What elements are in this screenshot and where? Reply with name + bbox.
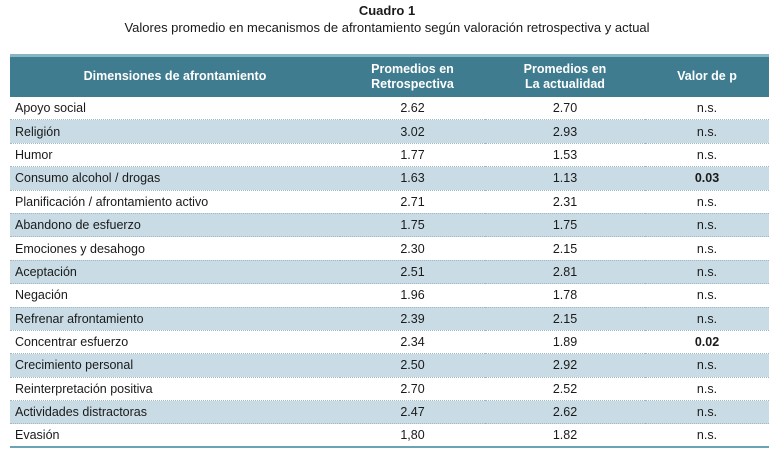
table-row: Abandono de esfuerzo 1.75 1.75 n.s. — [10, 213, 769, 238]
current-value-cell: 2.15 — [485, 307, 645, 331]
retrospective-value-cell: 2.39 — [340, 307, 485, 331]
pvalue-cell: n.s. — [645, 190, 769, 214]
table-row: Emociones y desahogo 2.30 2.15 n.s. — [10, 236, 769, 261]
retrospective-value-cell: 1.75 — [340, 213, 485, 238]
table-row: Reinterpretación positiva 2.70 2.52 n.s. — [10, 377, 769, 402]
table-header: Dimensiones de afrontamiento Promedios e… — [10, 54, 769, 97]
pvalue-cell: n.s. — [645, 119, 769, 144]
header-pvalue-label: Valor de p — [677, 69, 737, 84]
table-row: Refrenar afrontamiento 2.39 2.15 n.s. — [10, 307, 769, 331]
dimension-cell: Religión — [10, 119, 340, 144]
dimension-cell: Crecimiento personal — [10, 353, 340, 378]
table-row: Consumo alcohol / drogas 1.63 1.13 0.03 — [10, 166, 769, 191]
pvalue-cell: n.s. — [645, 353, 769, 378]
pvalue-cell: n.s. — [645, 236, 769, 261]
pvalue-cell: n.s. — [645, 96, 769, 121]
pvalue-cell: 0.02 — [645, 330, 769, 355]
current-value-cell: 1.89 — [485, 330, 645, 355]
pvalue-cell: n.s. — [645, 423, 769, 449]
current-value-cell: 1.78 — [485, 283, 645, 308]
current-value-cell: 2.81 — [485, 260, 645, 285]
table-row: Actividades distractoras 2.47 2.62 n.s. — [10, 400, 769, 425]
retrospective-value-cell: 2.34 — [340, 330, 485, 355]
retrospective-value-cell: 3.02 — [340, 119, 485, 144]
dimension-cell: Refrenar afrontamiento — [10, 307, 340, 331]
current-value-cell: 2.31 — [485, 190, 645, 214]
table-caption: Cuadro 1 Valores promedio en mecanismos … — [0, 3, 774, 36]
retrospective-value-cell: 1.96 — [340, 283, 485, 308]
retrospective-value-cell: 1.77 — [340, 143, 485, 168]
dimension-cell: Consumo alcohol / drogas — [10, 166, 340, 191]
header-current-line1: Promedios en — [523, 61, 607, 76]
current-value-cell: 2.52 — [485, 377, 645, 402]
dimension-cell: Aceptación — [10, 260, 340, 285]
retrospective-value-cell: 2.51 — [340, 260, 485, 285]
table-row: Humor 1.77 1.53 n.s. — [10, 143, 769, 168]
header-row: Dimensiones de afrontamiento Promedios e… — [10, 54, 769, 97]
pvalue-cell: n.s. — [645, 283, 769, 308]
current-value-cell: 1.82 — [485, 423, 645, 449]
current-value-cell: 2.62 — [485, 400, 645, 425]
current-value-cell: 1.75 — [485, 213, 645, 238]
table-row: Concentrar esfuerzo 2.34 1.89 0.02 — [10, 330, 769, 355]
table-row: Apoyo social 2.62 2.70 n.s. — [10, 96, 769, 121]
current-value-cell: 2.93 — [485, 119, 645, 144]
header-current: Promedios en La actualidad — [485, 54, 645, 97]
header-retrospective-line2: Retrospectiva — [371, 76, 454, 91]
dimension-cell: Concentrar esfuerzo — [10, 330, 340, 355]
pvalue-cell: n.s. — [645, 400, 769, 425]
retrospective-value-cell: 2.47 — [340, 400, 485, 425]
table-row: Aceptación 2.51 2.81 n.s. — [10, 260, 769, 285]
dimension-cell: Actividades distractoras — [10, 400, 340, 425]
pvalue-cell: 0.03 — [645, 166, 769, 191]
table-subtitle: Valores promedio en mecanismos de afront… — [124, 20, 650, 35]
pvalue-cell: n.s. — [645, 307, 769, 331]
table-row: Religión 3.02 2.93 n.s. — [10, 119, 769, 144]
retrospective-value-cell: 2.70 — [340, 377, 485, 402]
header-retrospective: Promedios en Retrospectiva — [340, 54, 485, 97]
dimension-cell: Emociones y desahogo — [10, 236, 340, 261]
dimension-cell: Apoyo social — [10, 96, 340, 121]
retrospective-value-cell: 2.71 — [340, 190, 485, 214]
pvalue-cell: n.s. — [645, 260, 769, 285]
dimension-cell: Negación — [10, 283, 340, 308]
dimension-cell: Planificación / afrontamiento activo — [10, 190, 340, 214]
current-value-cell: 1.53 — [485, 143, 645, 168]
header-pvalue: Valor de p — [645, 54, 769, 97]
dimension-cell: Abandono de esfuerzo — [10, 213, 340, 238]
retrospective-value-cell: 1,80 — [340, 423, 485, 449]
table-row: Planificación / afrontamiento activo 2.71… — [10, 190, 769, 214]
current-value-cell: 2.92 — [485, 353, 645, 378]
table-title: Cuadro 1 — [358, 3, 416, 18]
retrospective-value-cell: 2.30 — [340, 236, 485, 261]
dimension-cell: Evasión — [10, 423, 340, 449]
retrospective-value-cell: 2.50 — [340, 353, 485, 378]
table-row: Crecimiento personal 2.50 2.92 n.s. — [10, 353, 769, 378]
table-row: Negación 1.96 1.78 n.s. — [10, 283, 769, 308]
header-dimension: Dimensiones de afrontamiento — [10, 54, 340, 97]
current-value-cell: 2.70 — [485, 96, 645, 121]
pvalue-cell: n.s. — [645, 213, 769, 238]
pvalue-cell: n.s. — [645, 143, 769, 168]
table-body: Apoyo social 2.62 2.70 n.s. Religión 3.02 2.93… — [10, 96, 769, 449]
dimension-cell: Reinterpretación positiva — [10, 377, 340, 402]
header-current-line2: La actualidad — [525, 76, 605, 91]
pvalue-cell: n.s. — [645, 377, 769, 402]
header-dimension-label: Dimensiones de afrontamiento — [83, 69, 267, 84]
current-value-cell: 1.13 — [485, 166, 645, 191]
retrospective-value-cell: 1.63 — [340, 166, 485, 191]
dimension-cell: Humor — [10, 143, 340, 168]
retrospective-value-cell: 2.62 — [340, 96, 485, 121]
header-retrospective-line1: Promedios en — [371, 61, 454, 76]
table-row: Evasión 1,80 1.82 n.s. — [10, 423, 769, 449]
current-value-cell: 2.15 — [485, 236, 645, 261]
coping-mechanisms-table: Dimensiones de afrontamiento Promedios e… — [10, 54, 769, 449]
